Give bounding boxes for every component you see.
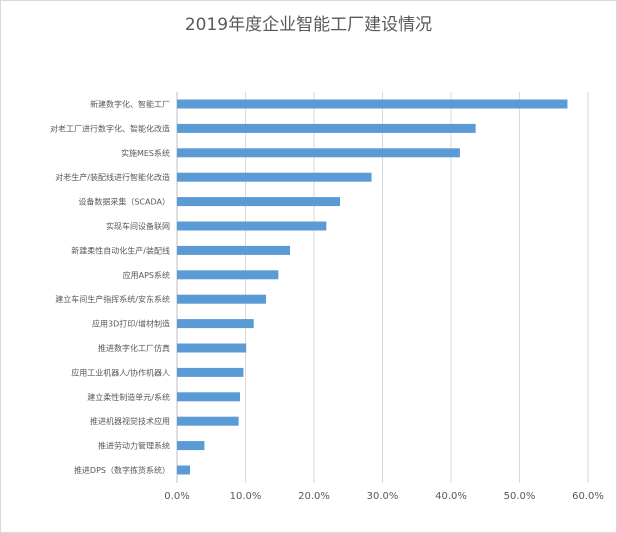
bar — [177, 465, 191, 475]
bar — [177, 441, 205, 451]
category-label: 新建数字化、智能工厂 — [90, 99, 170, 109]
bar — [177, 172, 372, 182]
bar — [177, 148, 460, 158]
bar — [177, 123, 476, 133]
bar — [177, 99, 568, 109]
category-label: 对老工厂进行数字化、智能化改造 — [50, 123, 170, 133]
category-label: 推进机器视觉技术应用 — [90, 416, 170, 426]
category-label: 推进DPS（数字拣货系统） — [74, 465, 170, 475]
category-label: 应用3D打印/增材制造 — [92, 319, 170, 329]
x-tick-label: 60.0% — [572, 491, 604, 502]
x-tick-label: 50.0% — [504, 491, 536, 502]
bar — [177, 221, 327, 231]
category-label: 实现车间设备联网 — [106, 221, 170, 231]
category-label: 实施MES系统 — [121, 148, 170, 158]
chart-title: 2019年度企业智能工厂建设情况 — [184, 15, 433, 35]
bar — [177, 416, 239, 426]
bar — [177, 343, 247, 353]
x-tick-label: 0.0% — [164, 491, 189, 502]
category-label: 推进劳动力管理系统 — [98, 441, 170, 451]
bar — [177, 197, 341, 207]
x-tick-label: 10.0% — [230, 491, 262, 502]
category-label: 对老生产/装配线进行智能化改造 — [55, 172, 170, 182]
x-tick-label: 30.0% — [367, 491, 399, 502]
category-label: 建立车间生产指挥系统/安东系统 — [55, 294, 170, 304]
x-tick-label: 20.0% — [298, 491, 330, 502]
bar — [177, 294, 267, 304]
bar — [177, 245, 291, 255]
bar — [177, 270, 279, 280]
category-label: 建立柔性制造单元/系统 — [87, 392, 170, 402]
bar — [177, 367, 244, 377]
category-label: 推进数字化工厂仿真 — [98, 343, 170, 353]
bar — [177, 392, 241, 402]
category-label: 应用工业机器人/协作机器人 — [71, 367, 170, 377]
category-label: 应用APS系统 — [123, 270, 170, 280]
bar — [177, 319, 254, 329]
category-label: 新建柔性自动化生产/装配线 — [71, 245, 170, 255]
category-label: 设备数据采集（SCADA） — [78, 197, 170, 207]
x-tick-label: 40.0% — [435, 491, 467, 502]
